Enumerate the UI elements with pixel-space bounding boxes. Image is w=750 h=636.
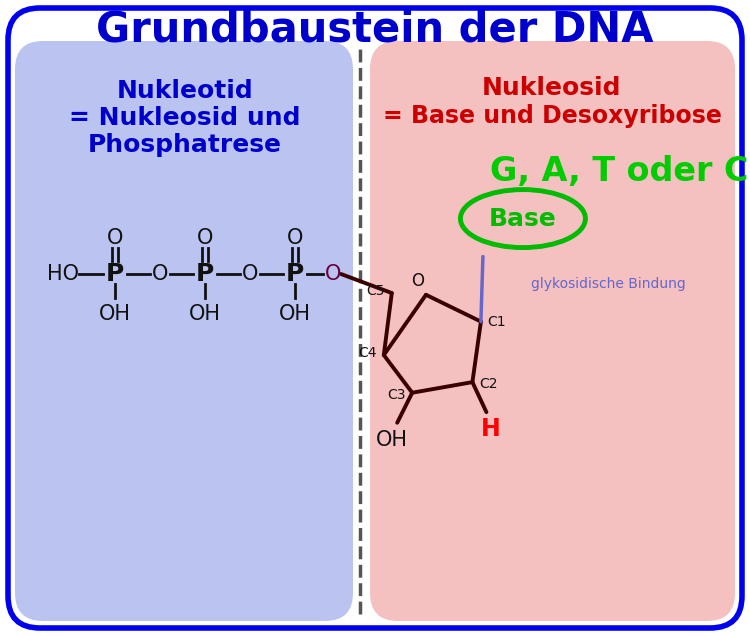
Text: O: O xyxy=(325,264,341,284)
Text: O: O xyxy=(106,228,123,248)
FancyBboxPatch shape xyxy=(370,41,735,621)
Text: OH: OH xyxy=(189,304,221,324)
Text: OH: OH xyxy=(99,304,131,324)
Text: Base: Base xyxy=(489,207,556,231)
Text: P: P xyxy=(286,262,304,286)
Text: O: O xyxy=(412,272,424,290)
Text: C4: C4 xyxy=(358,346,377,360)
Text: glykosidische Bindung: glykosidische Bindung xyxy=(531,277,686,291)
Text: Nukleotid: Nukleotid xyxy=(117,79,254,103)
Text: Grundbaustein der DNA: Grundbaustein der DNA xyxy=(96,9,654,51)
Text: O: O xyxy=(196,228,213,248)
Text: C5: C5 xyxy=(367,284,385,298)
Text: C3: C3 xyxy=(387,388,406,402)
Text: O: O xyxy=(286,228,303,248)
Text: H: H xyxy=(481,417,500,441)
Text: P: P xyxy=(196,262,214,286)
Text: C1: C1 xyxy=(488,315,506,329)
Text: C2: C2 xyxy=(479,377,498,391)
Text: G, A, T oder C: G, A, T oder C xyxy=(490,155,748,188)
Text: O: O xyxy=(242,264,258,284)
FancyBboxPatch shape xyxy=(15,41,353,621)
Text: HO: HO xyxy=(47,264,79,284)
Text: OH: OH xyxy=(279,304,311,324)
Text: = Nukleosid und: = Nukleosid und xyxy=(69,106,301,130)
Text: = Base und Desoxyribose: = Base und Desoxyribose xyxy=(382,104,722,128)
Text: Nukleosid: Nukleosid xyxy=(482,76,622,100)
Text: Phosphatrese: Phosphatrese xyxy=(88,133,282,157)
Text: O: O xyxy=(152,264,168,284)
Ellipse shape xyxy=(460,190,586,247)
Text: OH: OH xyxy=(376,430,408,450)
Text: P: P xyxy=(106,262,124,286)
FancyBboxPatch shape xyxy=(8,8,742,628)
